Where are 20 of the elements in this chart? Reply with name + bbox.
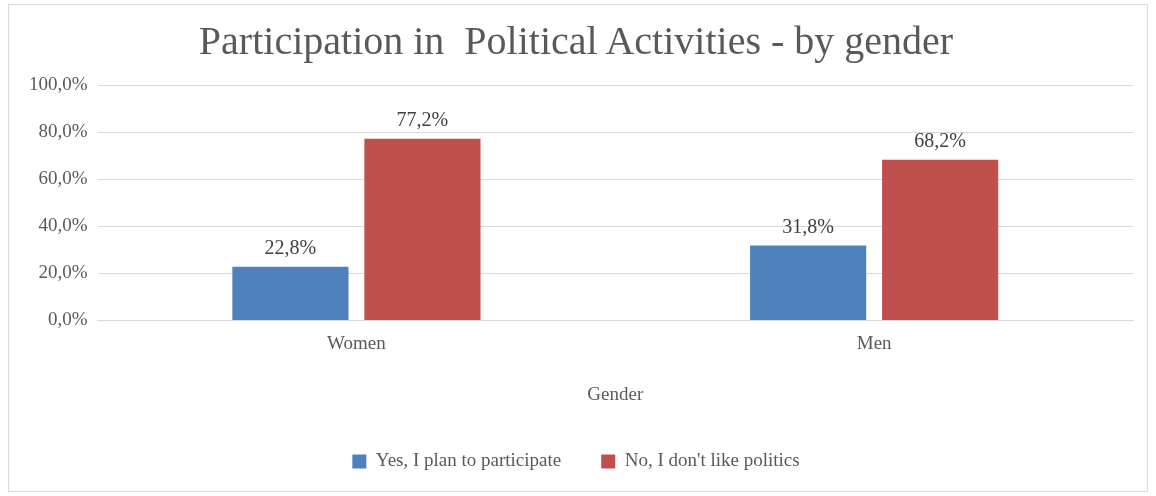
chart-title: Participation in Political Activities - by gender: [198, 17, 954, 63]
y-tick-label: 80,0%: [38, 120, 88, 142]
y-tick-label: 100,0%: [29, 72, 88, 94]
x-tick-label: Women: [327, 331, 387, 353]
legend-label: Yes, I plan to participate: [375, 449, 562, 471]
legend-label: No, I don't like politics: [624, 449, 800, 471]
data-label: 22,8%: [264, 235, 317, 258]
data-label: 31,8%: [782, 214, 834, 237]
y-tick-label: 60,0%: [38, 167, 88, 189]
y-tick-label: 20,0%: [38, 261, 88, 283]
bar: [364, 138, 481, 320]
bar: [750, 245, 867, 320]
bar: [882, 159, 999, 320]
y-tick-label: 40,0%: [38, 214, 88, 236]
data-label: 77,2%: [396, 107, 449, 130]
bar: [232, 266, 349, 320]
data-label: 68,2%: [914, 129, 966, 152]
y-tick-label: 0,0%: [48, 308, 88, 330]
x-tick-label: Men: [856, 331, 893, 353]
x-axis-title: Gender: [587, 382, 644, 404]
